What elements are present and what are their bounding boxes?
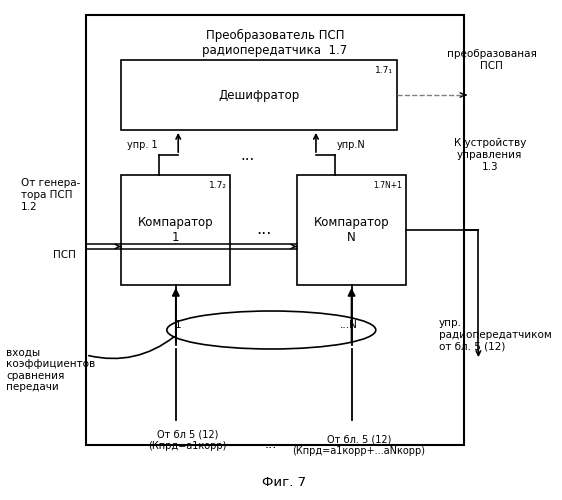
Bar (121, 60, 397, 130)
Text: От генера-
тора ПСП
1.2: От генера- тора ПСП 1.2 (21, 178, 80, 212)
Text: От бл 5 (12)
(Кпрд=a1корр): От бл 5 (12) (Кпрд=a1корр) (148, 429, 227, 451)
Text: ...: ... (265, 438, 278, 452)
Text: 1.7₁: 1.7₁ (375, 66, 393, 75)
Text: Фиг. 7: Фиг. 7 (261, 476, 306, 488)
Text: преобразованая
ПСП: преобразованая ПСП (447, 49, 537, 71)
Text: ...: ... (256, 222, 271, 238)
Text: От бл. 5 (12)
(Кпрд=a1корр+...аNкорр): От бл. 5 (12) (Кпрд=a1корр+...аNкорр) (292, 434, 425, 456)
Text: 1.7₂: 1.7₂ (209, 181, 226, 190)
Bar (86, 15, 464, 445)
Text: Преобразователь ПСП
радиопередатчика  1.7: Преобразователь ПСП радиопередатчика 1.7 (202, 29, 348, 57)
Text: 1.7N+1: 1.7N+1 (374, 181, 402, 190)
Text: упр. 1: упр. 1 (126, 140, 157, 150)
Text: К устройству
управления
1.3: К устройству управления 1.3 (454, 138, 526, 172)
Bar (297, 175, 406, 285)
Text: упр.
радиопередатчиком
от бл. 5 (12): упр. радиопередатчиком от бл. 5 (12) (439, 318, 552, 352)
Text: Компаратор
N: Компаратор N (314, 216, 389, 244)
Text: входы
коэффициентов
сравнения
передачи: входы коэффициентов сравнения передачи (6, 348, 96, 393)
Text: 1: 1 (175, 320, 182, 330)
Ellipse shape (167, 311, 376, 349)
Text: Компаратор
1: Компаратор 1 (138, 216, 214, 244)
Text: ...N: ...N (340, 320, 358, 330)
Text: Дешифратор: Дешифратор (218, 88, 300, 102)
Text: ПСП: ПСП (53, 250, 76, 260)
Text: упр.N: упр.N (337, 140, 366, 150)
Text: ...: ... (240, 148, 254, 162)
Bar (121, 175, 230, 285)
